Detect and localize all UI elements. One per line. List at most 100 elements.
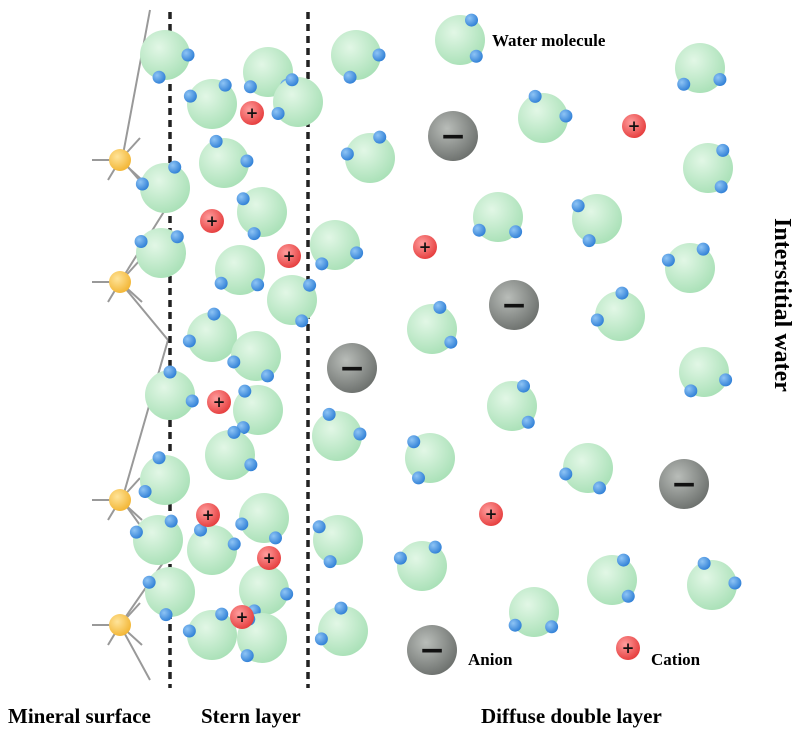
hydrogen-atom (240, 649, 254, 663)
cation-symbol: + (213, 393, 226, 411)
hydrogen-atom (238, 384, 252, 398)
cation-body (413, 235, 437, 259)
oxygen-atom (239, 565, 289, 615)
oxygen-atom (140, 163, 190, 213)
hydrogen-atom (517, 379, 530, 393)
hydrogen-atom (617, 553, 630, 567)
hydrogen-atom (142, 575, 156, 589)
hydrogen-atom (684, 384, 698, 398)
hydrogen-atom (185, 394, 199, 408)
cation: + (622, 114, 646, 138)
water-molecule (205, 425, 258, 480)
hydrogen-atom (269, 531, 282, 545)
hydrogen-atom (590, 313, 604, 327)
water-molecule (312, 515, 363, 569)
anion: − (489, 280, 539, 330)
hydrogen-atom (472, 223, 486, 237)
hydrogen-atom (218, 78, 232, 92)
hydrogen-atom (407, 435, 421, 449)
mineral-atom (109, 271, 131, 293)
anion-legend-label: Anion (468, 650, 513, 669)
cation-body (207, 390, 231, 414)
water-molecule (140, 30, 195, 84)
cation: + (196, 503, 220, 527)
hydrogen-atom (719, 373, 733, 387)
hydrogen-atom (243, 80, 257, 94)
hydrogen-atom (227, 537, 241, 551)
oxygen-atom (518, 93, 568, 143)
hydrogen-atom (236, 192, 250, 206)
hydrogen-atom (227, 355, 241, 369)
cation-symbol: + (236, 608, 249, 626)
cation: + (230, 605, 254, 629)
water-molecule (340, 130, 395, 183)
cation-symbol: + (246, 104, 259, 122)
hydrogen-atom (661, 253, 675, 267)
oxygen-atom (318, 606, 368, 656)
water-molecule (661, 242, 715, 293)
diffuse-double-layer-label: Diffuse double layer (481, 704, 662, 728)
hydrogen-atom (433, 300, 447, 314)
oxygen-atom (199, 138, 249, 188)
hydrogen-atom (168, 160, 182, 174)
cation-body (240, 101, 264, 125)
cation-symbol: + (628, 117, 641, 135)
water-molecule (314, 601, 368, 656)
hydrogen-atom (465, 13, 478, 27)
anion-symbol: − (419, 633, 445, 669)
hydrogen-atom (247, 227, 261, 241)
oxygen-atom (563, 443, 613, 493)
water-molecule (183, 78, 237, 129)
cation: + (277, 244, 301, 268)
cation-body (616, 636, 640, 660)
anion-symbol: − (440, 119, 466, 155)
oxygen-atom (595, 291, 645, 341)
hydrogen-atom (182, 624, 196, 638)
water-molecule (405, 433, 455, 485)
hydrogen-atom (134, 235, 148, 248)
hydrogen-atom (207, 307, 221, 321)
hydrogen-atom (412, 471, 425, 485)
hydrogen-atom (373, 130, 387, 144)
hydrogen-atom (372, 48, 386, 62)
hydrogen-atom (508, 618, 522, 632)
water-molecule (312, 407, 367, 461)
oxygen-atom (205, 430, 255, 480)
hydrogen-atom (152, 70, 166, 84)
cation-body (196, 503, 220, 527)
water-molecule (227, 331, 281, 383)
mineral-surface-label: Mineral surface (8, 704, 151, 728)
cation: + (240, 101, 264, 125)
oxygen-atom (239, 493, 289, 543)
hydrogen-atom (393, 551, 407, 565)
mineral-atom (109, 614, 131, 636)
hydrogen-atom (271, 107, 285, 120)
cation: + (207, 390, 231, 414)
hydrogen-atom (677, 77, 691, 91)
oxygen-atom (231, 331, 281, 381)
water-molecule (145, 365, 199, 420)
hydrogen-atom (323, 555, 337, 569)
cation-body (200, 209, 224, 233)
water-molecule (571, 194, 622, 248)
hydrogen-atom (182, 334, 196, 348)
water-molecule (199, 134, 254, 188)
water-molecule (135, 160, 190, 213)
hydrogen-atom (340, 147, 354, 161)
hydrogen-atom (214, 276, 228, 290)
hydrogen-atom (227, 425, 241, 439)
hydrogen-atom (714, 180, 728, 194)
oxygen-atom (687, 560, 737, 610)
hydrogen-atom (521, 415, 535, 429)
hydrogen-atom (159, 608, 173, 622)
water-molecule (590, 286, 645, 341)
hydrogen-atom (559, 467, 573, 481)
water-molecule (187, 523, 241, 575)
anion: − (428, 111, 478, 161)
water-molecule (134, 228, 186, 278)
water-molecule (393, 540, 447, 591)
hydrogen-atom (353, 427, 367, 441)
cation-symbol: + (206, 212, 219, 230)
cation-symbol: + (419, 238, 432, 256)
